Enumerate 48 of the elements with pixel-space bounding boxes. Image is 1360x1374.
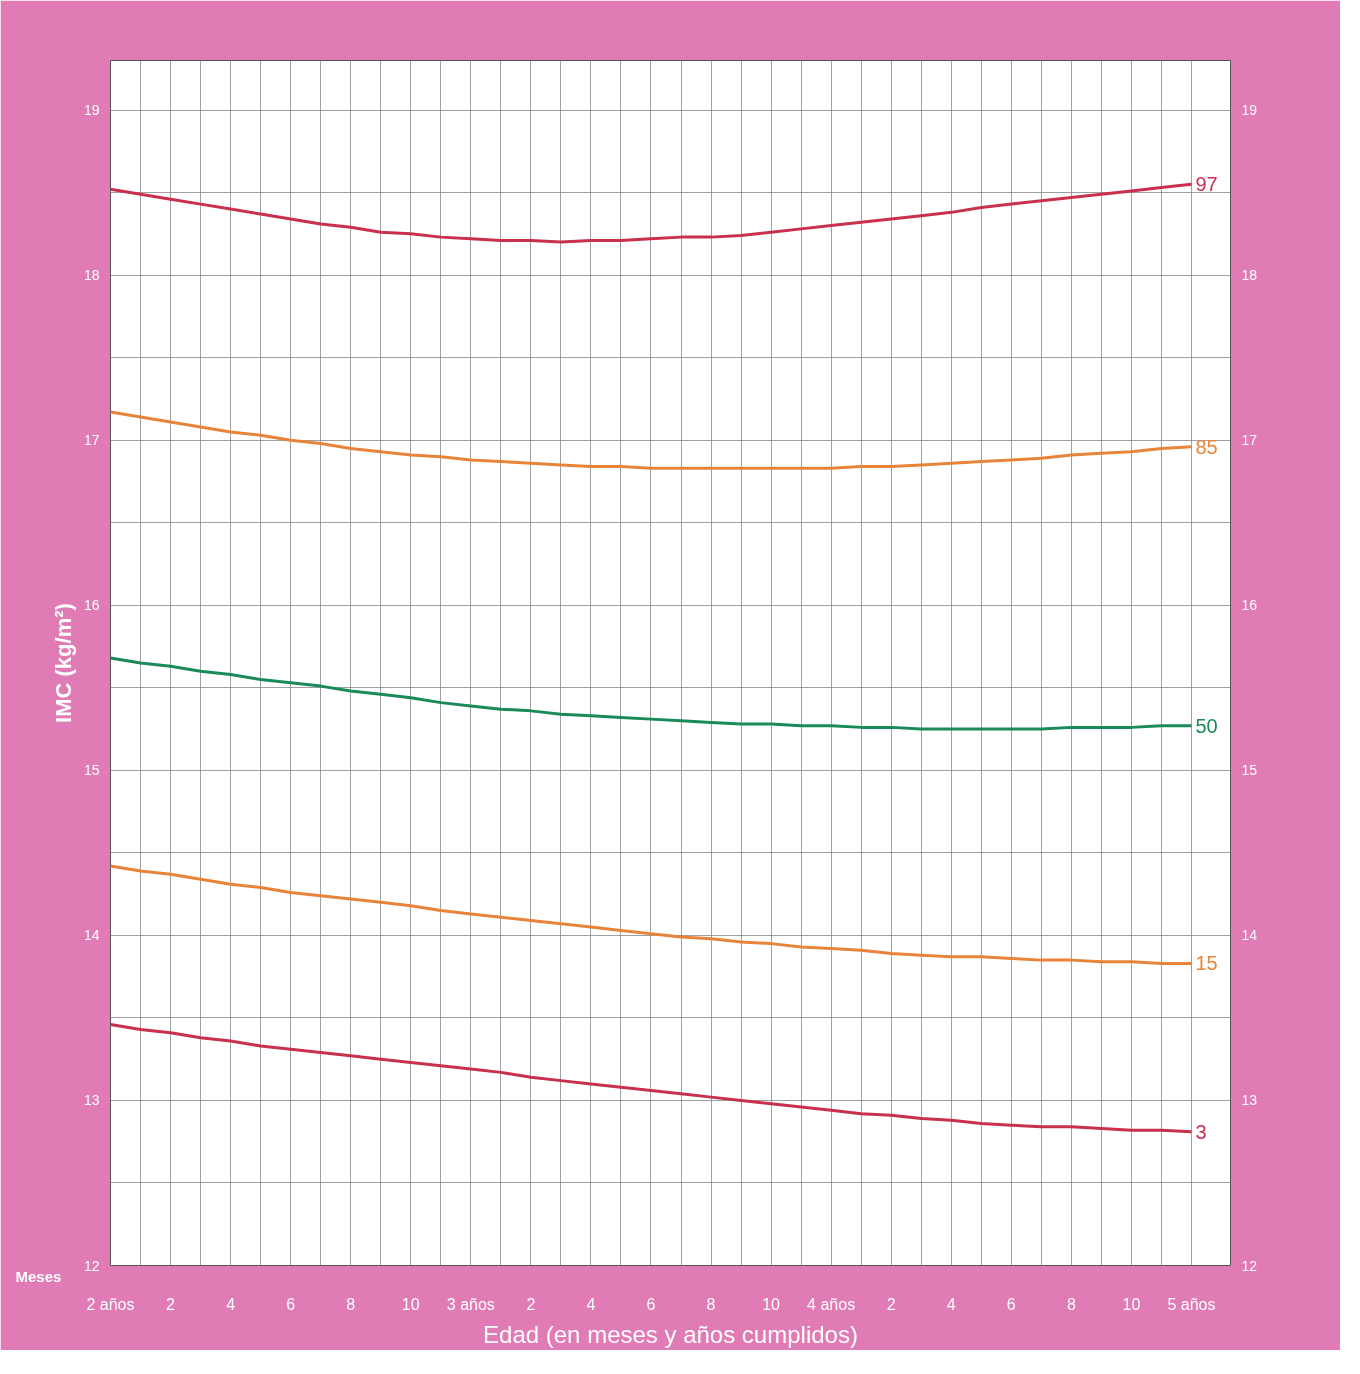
y-tick-label: 18	[83, 267, 100, 284]
line-series	[110, 1023, 1193, 1134]
x-tick-label: 6	[646, 1295, 656, 1313]
y2-tick-label: 16	[1241, 597, 1258, 614]
x-tick-label: 10	[1122, 1295, 1141, 1313]
y-axis-title: IMC (kg/m²)	[50, 603, 76, 723]
series-label: 85	[1195, 435, 1218, 458]
x-tick-label: 4	[586, 1295, 596, 1313]
text: Meses	[15, 1267, 62, 1285]
y2-tick-label: 18	[1241, 267, 1258, 284]
x-tick-label: 4	[946, 1295, 956, 1313]
x-tick-label: 3 años	[446, 1295, 495, 1313]
x-tick-label: 8	[346, 1295, 356, 1313]
series-label: 97	[1195, 173, 1218, 196]
x-tick-label: 5 años	[1167, 1295, 1216, 1313]
line-series	[110, 182, 1193, 244]
y-tick-label: 14	[83, 927, 100, 944]
y-tick-label: 16	[83, 597, 100, 614]
y2-tick-label: 19	[1241, 102, 1258, 119]
y2-tick-label: 14	[1241, 927, 1258, 944]
y2-tick-label: 15	[1241, 762, 1258, 779]
series-label: 50	[1195, 714, 1218, 737]
x-tick-label: 6	[1006, 1295, 1016, 1313]
y-tick-label: 17	[83, 432, 100, 449]
line-series	[110, 656, 1193, 731]
x-tick-label: 2	[886, 1295, 896, 1313]
x-tick-label: 8	[1066, 1295, 1076, 1313]
x-tick-label: 4	[226, 1295, 236, 1313]
x-tick-label: 2 años	[86, 1295, 135, 1313]
y-tick-label: 12	[83, 1257, 100, 1274]
x-tick-label: 2	[166, 1295, 176, 1313]
x-tick-label: 2	[526, 1295, 536, 1313]
y-tick-label: 19	[83, 102, 100, 119]
x-tick-label: 6	[286, 1295, 296, 1313]
y-tick-label: 13	[83, 1092, 100, 1109]
series-label: 15	[1195, 952, 1218, 975]
line-series	[110, 410, 1193, 470]
series-label: 3	[1195, 1120, 1207, 1143]
y-tick-label: 15	[83, 762, 100, 779]
line-series	[110, 864, 1193, 965]
x-tick-label: 4 años	[807, 1295, 856, 1313]
y2-tick-label: 17	[1241, 432, 1258, 449]
x-tick-label: 8	[706, 1295, 716, 1313]
x-tick-label: 10	[762, 1295, 781, 1313]
y2-tick-label: 13	[1241, 1092, 1258, 1109]
x-tick-label: 10	[401, 1295, 420, 1313]
y2-tick-label: 12	[1241, 1257, 1258, 1274]
x-axis-title: Edad (en meses y años cumplidos)	[483, 1320, 858, 1348]
